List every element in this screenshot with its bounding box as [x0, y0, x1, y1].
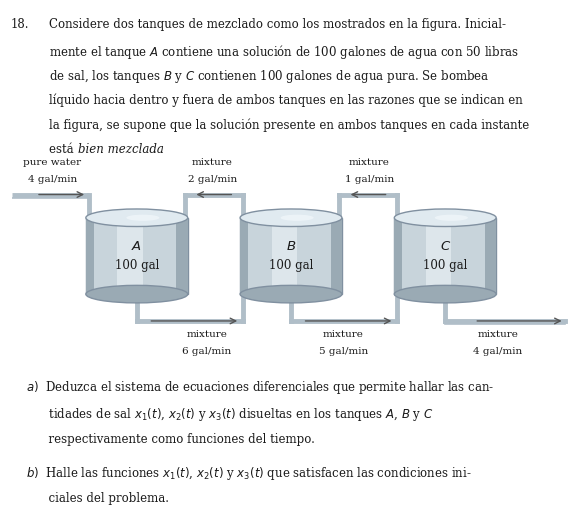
- Text: 4 gal/min: 4 gal/min: [473, 347, 522, 356]
- Text: mixture: mixture: [323, 330, 364, 339]
- Bar: [485, 218, 496, 294]
- Ellipse shape: [240, 209, 342, 227]
- Text: mixture: mixture: [192, 158, 233, 167]
- Text: mixture: mixture: [477, 330, 518, 339]
- Bar: [272, 218, 297, 294]
- Bar: [395, 218, 403, 294]
- Ellipse shape: [395, 285, 496, 303]
- Ellipse shape: [126, 215, 159, 221]
- Text: 18.: 18.: [10, 18, 29, 31]
- Bar: [395, 218, 496, 294]
- Ellipse shape: [86, 285, 187, 303]
- Bar: [176, 218, 187, 294]
- Text: de sal, los tanques $\mathit{B}$ y $\mathit{C}$ contienen 100 galones de agua pu: de sal, los tanques $\mathit{B}$ y $\mat…: [49, 68, 490, 85]
- Text: 4 gal/min: 4 gal/min: [28, 175, 77, 184]
- Ellipse shape: [240, 285, 342, 303]
- Text: pure water: pure water: [23, 158, 81, 167]
- Text: 1 gal/min: 1 gal/min: [345, 175, 394, 184]
- Text: 2 gal/min: 2 gal/min: [188, 175, 237, 184]
- Text: 6 gal/min: 6 gal/min: [182, 347, 231, 356]
- Bar: [331, 218, 342, 294]
- Text: $B$: $B$: [286, 240, 296, 253]
- Ellipse shape: [86, 209, 187, 227]
- Text: Considere dos tanques de mezclado como los mostrados en la figura. Inicial-: Considere dos tanques de mezclado como l…: [49, 18, 506, 31]
- Text: $A$: $A$: [132, 240, 142, 253]
- Text: .: .: [152, 143, 156, 156]
- Ellipse shape: [395, 209, 496, 227]
- Bar: [86, 218, 187, 294]
- Bar: [240, 218, 248, 294]
- Text: está: está: [49, 143, 78, 156]
- Text: 100 gal: 100 gal: [115, 259, 159, 271]
- Bar: [426, 218, 452, 294]
- Text: $a)$  Deduzca el sistema de ecuaciones diferenciales que permite hallar las can-: $a)$ Deduzca el sistema de ecuaciones di…: [26, 379, 495, 396]
- Text: ciales del problema.: ciales del problema.: [26, 492, 169, 505]
- Text: líquido hacia dentro y fuera de ambos tanques en las razones que se indican en: líquido hacia dentro y fuera de ambos ta…: [49, 93, 523, 107]
- Text: $b)$  Halle las funciones $x_1(t)$, $x_2(t)$ y $x_3(t)$ que satisfacen las condi: $b)$ Halle las funciones $x_1(t)$, $x_2(…: [26, 465, 472, 482]
- Text: mente el tanque $\mathit{A}$ contiene una solución de 100 galones de agua con 50: mente el tanque $\mathit{A}$ contiene un…: [49, 43, 520, 61]
- Text: $C$: $C$: [439, 240, 451, 253]
- Text: 100 gal: 100 gal: [423, 259, 467, 271]
- Text: la figura, se supone que la solución presente en ambos tanques en cada instante: la figura, se supone que la solución pre…: [49, 118, 530, 132]
- Text: mixture: mixture: [186, 330, 227, 339]
- Bar: [118, 218, 143, 294]
- Text: bien mezclada: bien mezclada: [78, 143, 164, 156]
- Text: 100 gal: 100 gal: [269, 259, 313, 271]
- Bar: [86, 218, 94, 294]
- Text: respectivamente como funciones del tiempo.: respectivamente como funciones del tiemp…: [26, 433, 315, 446]
- Ellipse shape: [435, 215, 468, 221]
- Ellipse shape: [281, 215, 314, 221]
- Bar: [240, 218, 342, 294]
- Text: tidades de sal $x_1(t)$, $x_2(t)$ y $x_3(t)$ disueltas en los tanques $A$, $B$ y: tidades de sal $x_1(t)$, $x_2(t)$ y $x_3…: [26, 406, 434, 423]
- Text: mixture: mixture: [349, 158, 390, 167]
- Text: 5 gal/min: 5 gal/min: [319, 347, 368, 356]
